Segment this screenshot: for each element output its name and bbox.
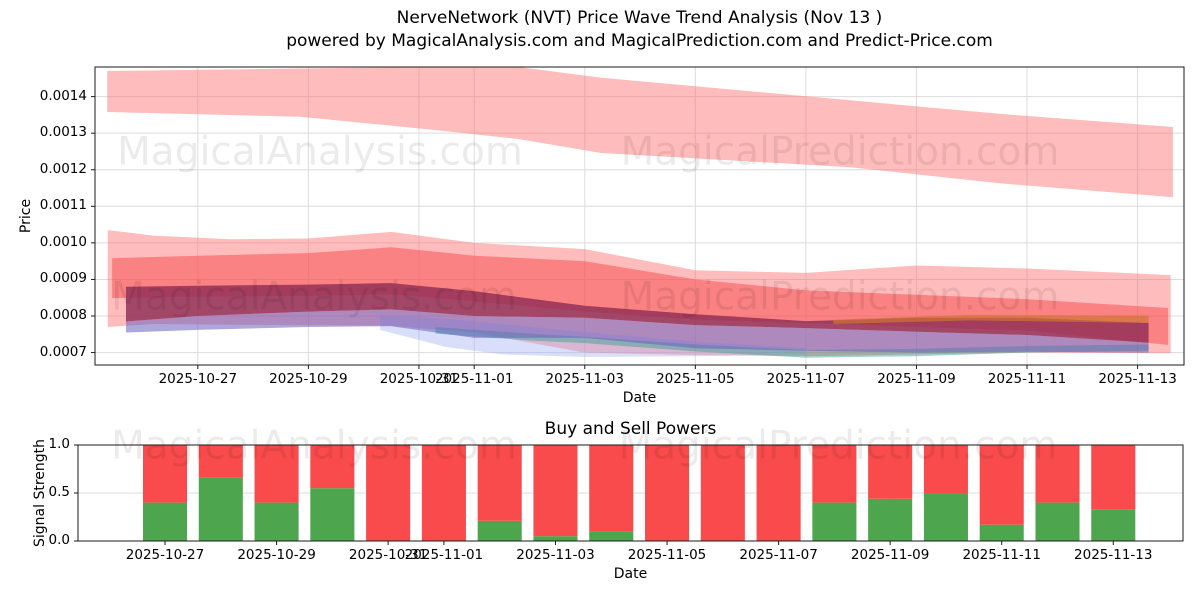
sell-bar-2025-10-30 [310,445,355,489]
x-tick-label: 2025-10-31 [379,371,459,387]
price-wave-trend-chart [91,66,1185,369]
x-tick-label: 2025-10-27 [158,371,238,387]
y-tick-label: 0.5 [48,484,70,500]
sell-bar-2025-11-11 [979,445,1024,525]
sell-bar-2025-11-06 [700,445,745,541]
x-tick-label: 2025-11-11 [962,547,1041,563]
buy-bar-2025-10-27 [142,502,188,541]
sell-bar-2025-10-29 [254,445,299,503]
band-core-price-band [126,283,1149,343]
sell-bar-2025-11-01 [421,445,466,541]
plot-border [77,444,1184,542]
buy-bar-2025-11-09 [868,498,913,541]
buy-bar-2025-11-13 [1091,509,1136,541]
x-tick-label: 2025-11-11 [987,371,1067,387]
price-y-axis-label: Price [18,198,34,234]
plot-border [94,66,1185,366]
buy-bar-2025-11-03 [533,536,578,541]
buy-bar-2025-11-04 [589,531,634,541]
buy-bar-2025-11-12 [1035,502,1080,541]
x-tick-label: 2025-11-13 [1098,371,1177,387]
buy-bar-2025-11-02 [477,520,522,541]
x-tick-label: 2025-11-05 [627,547,707,563]
y-tick-label: 0.0009 [39,270,87,287]
buy-bar-2025-10-30 [310,488,355,541]
sell-bar-2025-11-09 [868,445,913,499]
x-tick-label: 2025-10-29 [269,371,348,387]
buy-bar-2025-11-08 [812,502,857,541]
power-chart-title: Buy and Sell Powers [544,419,717,439]
buy-bar-2025-10-29 [254,502,299,541]
x-tick-label: 2025-11-09 [877,371,956,387]
sell-bar-2025-11-05 [645,445,690,541]
y-tick-label: 0.0012 [39,160,87,177]
price-x-axis-label: Date [622,390,657,406]
sell-bar-2025-11-02 [477,445,522,521]
y-tick-label: 0.0013 [39,124,87,141]
y-tick-label: 0.0008 [39,307,87,323]
x-tick-label: 2025-11-01 [404,547,484,563]
sell-bar-2025-10-27 [142,445,188,503]
sell-bar-2025-10-31 [366,445,411,541]
x-tick-label: 2025-10-29 [237,547,316,563]
sell-bar-2025-11-03 [533,445,578,537]
x-tick-label: 2025-11-07 [766,371,846,387]
x-tick-label: 2025-10-31 [348,547,428,563]
x-tick-label: 2025-11-05 [656,371,735,387]
power-x-axis-label: Date [613,566,648,582]
x-tick-label: 2025-11-09 [850,547,930,563]
band-upper-forecast-band [107,67,1173,198]
band-purple-band [126,309,1149,353]
buy-bar-2025-11-11 [979,524,1024,541]
y-tick-label: 0.0010 [39,233,87,250]
sell-bar-2025-11-07 [756,445,801,541]
x-tick-label: 2025-10-27 [125,547,205,563]
sell-bar-2025-11-13 [1091,445,1136,510]
sell-bar-2025-11-10 [923,445,968,494]
buy-bar-2025-10-28 [198,477,243,541]
sell-bar-2025-11-12 [1035,445,1080,503]
sell-bar-2025-11-08 [812,445,857,503]
x-tick-label: 2025-11-13 [1074,547,1153,563]
x-tick-label: 2025-11-01 [434,371,514,387]
x-tick-label: 2025-11-03 [516,547,595,563]
page-subtitle: powered by MagicalAnalysis.com and Magic… [286,31,993,51]
buy-sell-powers-chart [74,444,1184,545]
y-tick-label: 0.0007 [39,343,87,360]
y-tick-label: 0.0011 [39,197,87,214]
buy-bar-2025-11-10 [923,493,968,541]
y-tick-label: 0.0 [48,532,70,548]
band-orange-strip-band [833,314,1149,324]
sell-bar-2025-10-28 [198,445,243,478]
y-tick-label: 0.0014 [39,87,87,104]
x-tick-label: 2025-11-03 [545,371,624,387]
sell-bar-2025-11-04 [589,445,634,532]
y-tick-label: 1.0 [48,436,70,452]
page-title: NerveNetwork (NVT) Price Wave Trend Anal… [396,8,883,28]
x-tick-label: 2025-11-07 [739,547,818,563]
